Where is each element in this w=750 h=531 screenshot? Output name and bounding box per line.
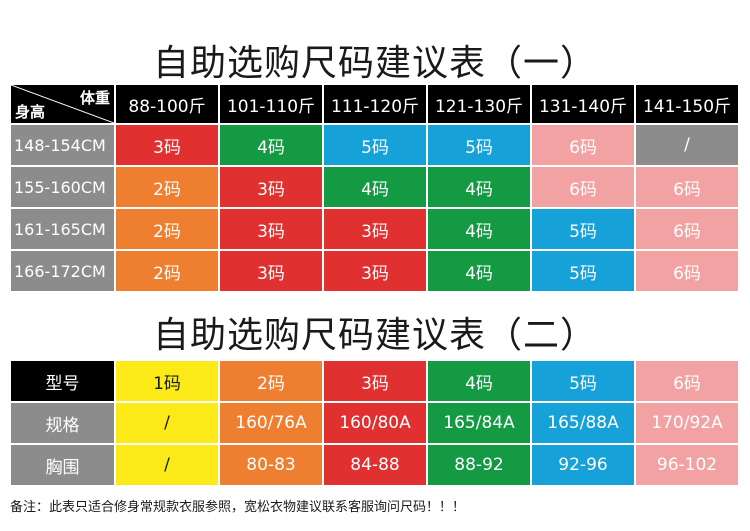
size-cell: 4码 (428, 209, 530, 249)
size-cell: 4码 (428, 251, 530, 291)
spec-cell: 3码 (324, 361, 426, 401)
height-axis-label: 身高 (15, 103, 46, 121)
table1-row: 155-160CM 2码 3码 4码 4码 6码 6码 (11, 167, 738, 207)
spec-cell: 92-96 (532, 445, 634, 485)
spec-cell: 4码 (428, 361, 530, 401)
table1-header-row: 体重 身高 88-100斤 101-110斤 111-120斤 121-130斤 131-1… (11, 85, 738, 123)
size-spec-table-2: 型号 1码 2码 3码 4码 5码 6码 规格/160/76A 160/80A 165/84A 16… (9, 359, 740, 487)
spec-cell: 88-92 (428, 445, 530, 485)
size-cell: 4码 (428, 167, 530, 207)
size-cell: 5码 (532, 209, 634, 249)
size-cell: 5码 (532, 251, 634, 291)
spec-cell: 165/84A (428, 403, 530, 443)
height-range-label: 161-165CM (11, 209, 114, 249)
weight-header-cell: 111-120斤 (324, 85, 426, 123)
corner-diagonal-header: 体重身高 (11, 85, 114, 123)
spec-cell: 1码 (116, 361, 218, 401)
size-cell: 3码 (324, 209, 426, 249)
weight-axis-label: 体重 (79, 89, 110, 107)
table2-row: 型号 1码 2码 3码 4码 5码 6码 (11, 361, 738, 401)
spec-row-label: 型号 (11, 361, 114, 401)
size-cell: 6码 (636, 251, 738, 291)
table2-row: 胸围/80-83 84-88 88-92 92-96 96-102 (11, 445, 738, 485)
spec-cell: 165/88A (532, 403, 634, 443)
spec-cell: 96-102 (636, 445, 738, 485)
spec-cell: / (116, 445, 218, 485)
spec-cell: / (116, 403, 218, 443)
spec-cell: 84-88 (324, 445, 426, 485)
table1-row: 148-154CM 3码 4码 5码 5码 6码 / (11, 125, 738, 165)
spec-row-label: 胸围 (11, 445, 114, 485)
size-cell: 6码 (532, 125, 634, 165)
weight-header-cell: 88-100斤 (116, 85, 218, 123)
spec-cell: 160/80A (324, 403, 426, 443)
height-range-label: 155-160CM (11, 167, 114, 207)
spec-cell: 80-83 (220, 445, 322, 485)
spec-cell: 6码 (636, 361, 738, 401)
footnote-remark: 备注：此表只适合修身常规款衣服参照，宽松衣物建议联系客服询问尺码！！！ (10, 500, 466, 515)
height-range-label: 166-172CM (11, 251, 114, 291)
size-cell: 3码 (220, 251, 322, 291)
table1-row: 161-165CM 2码 3码 3码 4码 5码 6码 (11, 209, 738, 249)
weight-header-cell: 131-140斤 (532, 85, 634, 123)
size-table-2-title: 自助选购尺码建议表（二） (152, 315, 597, 356)
weight-header-cell: 121-130斤 (428, 85, 530, 123)
weight-header-cell: 141-150斤 (636, 85, 738, 123)
size-cell: 3码 (220, 167, 322, 207)
table1-row: 166-172CM 2码 3码 3码 4码 5码 6码 (11, 251, 738, 291)
size-cell: 4码 (220, 125, 322, 165)
size-cell: 6码 (636, 209, 738, 249)
size-cell: 6码 (636, 167, 738, 207)
size-cell: 6码 (532, 167, 634, 207)
height-range-label: 148-154CM (11, 125, 114, 165)
table1-corner-cell: 体重身高 (11, 85, 114, 123)
size-cell: 3码 (220, 209, 322, 249)
size-cell: 5码 (428, 125, 530, 165)
size-cell: 2码 (116, 167, 218, 207)
size-recommendation-table-1: 体重 身高 88-100斤 101-110斤 111-120斤 121-130斤 131-1… (9, 83, 740, 293)
size-cell: 2码 (116, 209, 218, 249)
spec-cell: 2码 (220, 361, 322, 401)
diagonal-line-icon (11, 85, 114, 123)
spec-row-label: 规格 (11, 403, 114, 443)
size-cell: 5码 (324, 125, 426, 165)
table2-row: 规格/160/76A 160/80A 165/84A 165/88A 170/92A (11, 403, 738, 443)
size-cell: 2码 (116, 251, 218, 291)
spec-cell: 5码 (532, 361, 634, 401)
spec-cell: 170/92A (636, 403, 738, 443)
size-cell: 3码 (324, 251, 426, 291)
weight-header-cell: 101-110斤 (220, 85, 322, 123)
size-cell: 3码 (116, 125, 218, 165)
size-table-1-title: 自助选购尺码建议表（一） (152, 43, 597, 84)
size-cell: / (636, 125, 738, 165)
size-cell: 4码 (324, 167, 426, 207)
spec-cell: 160/76A (220, 403, 322, 443)
